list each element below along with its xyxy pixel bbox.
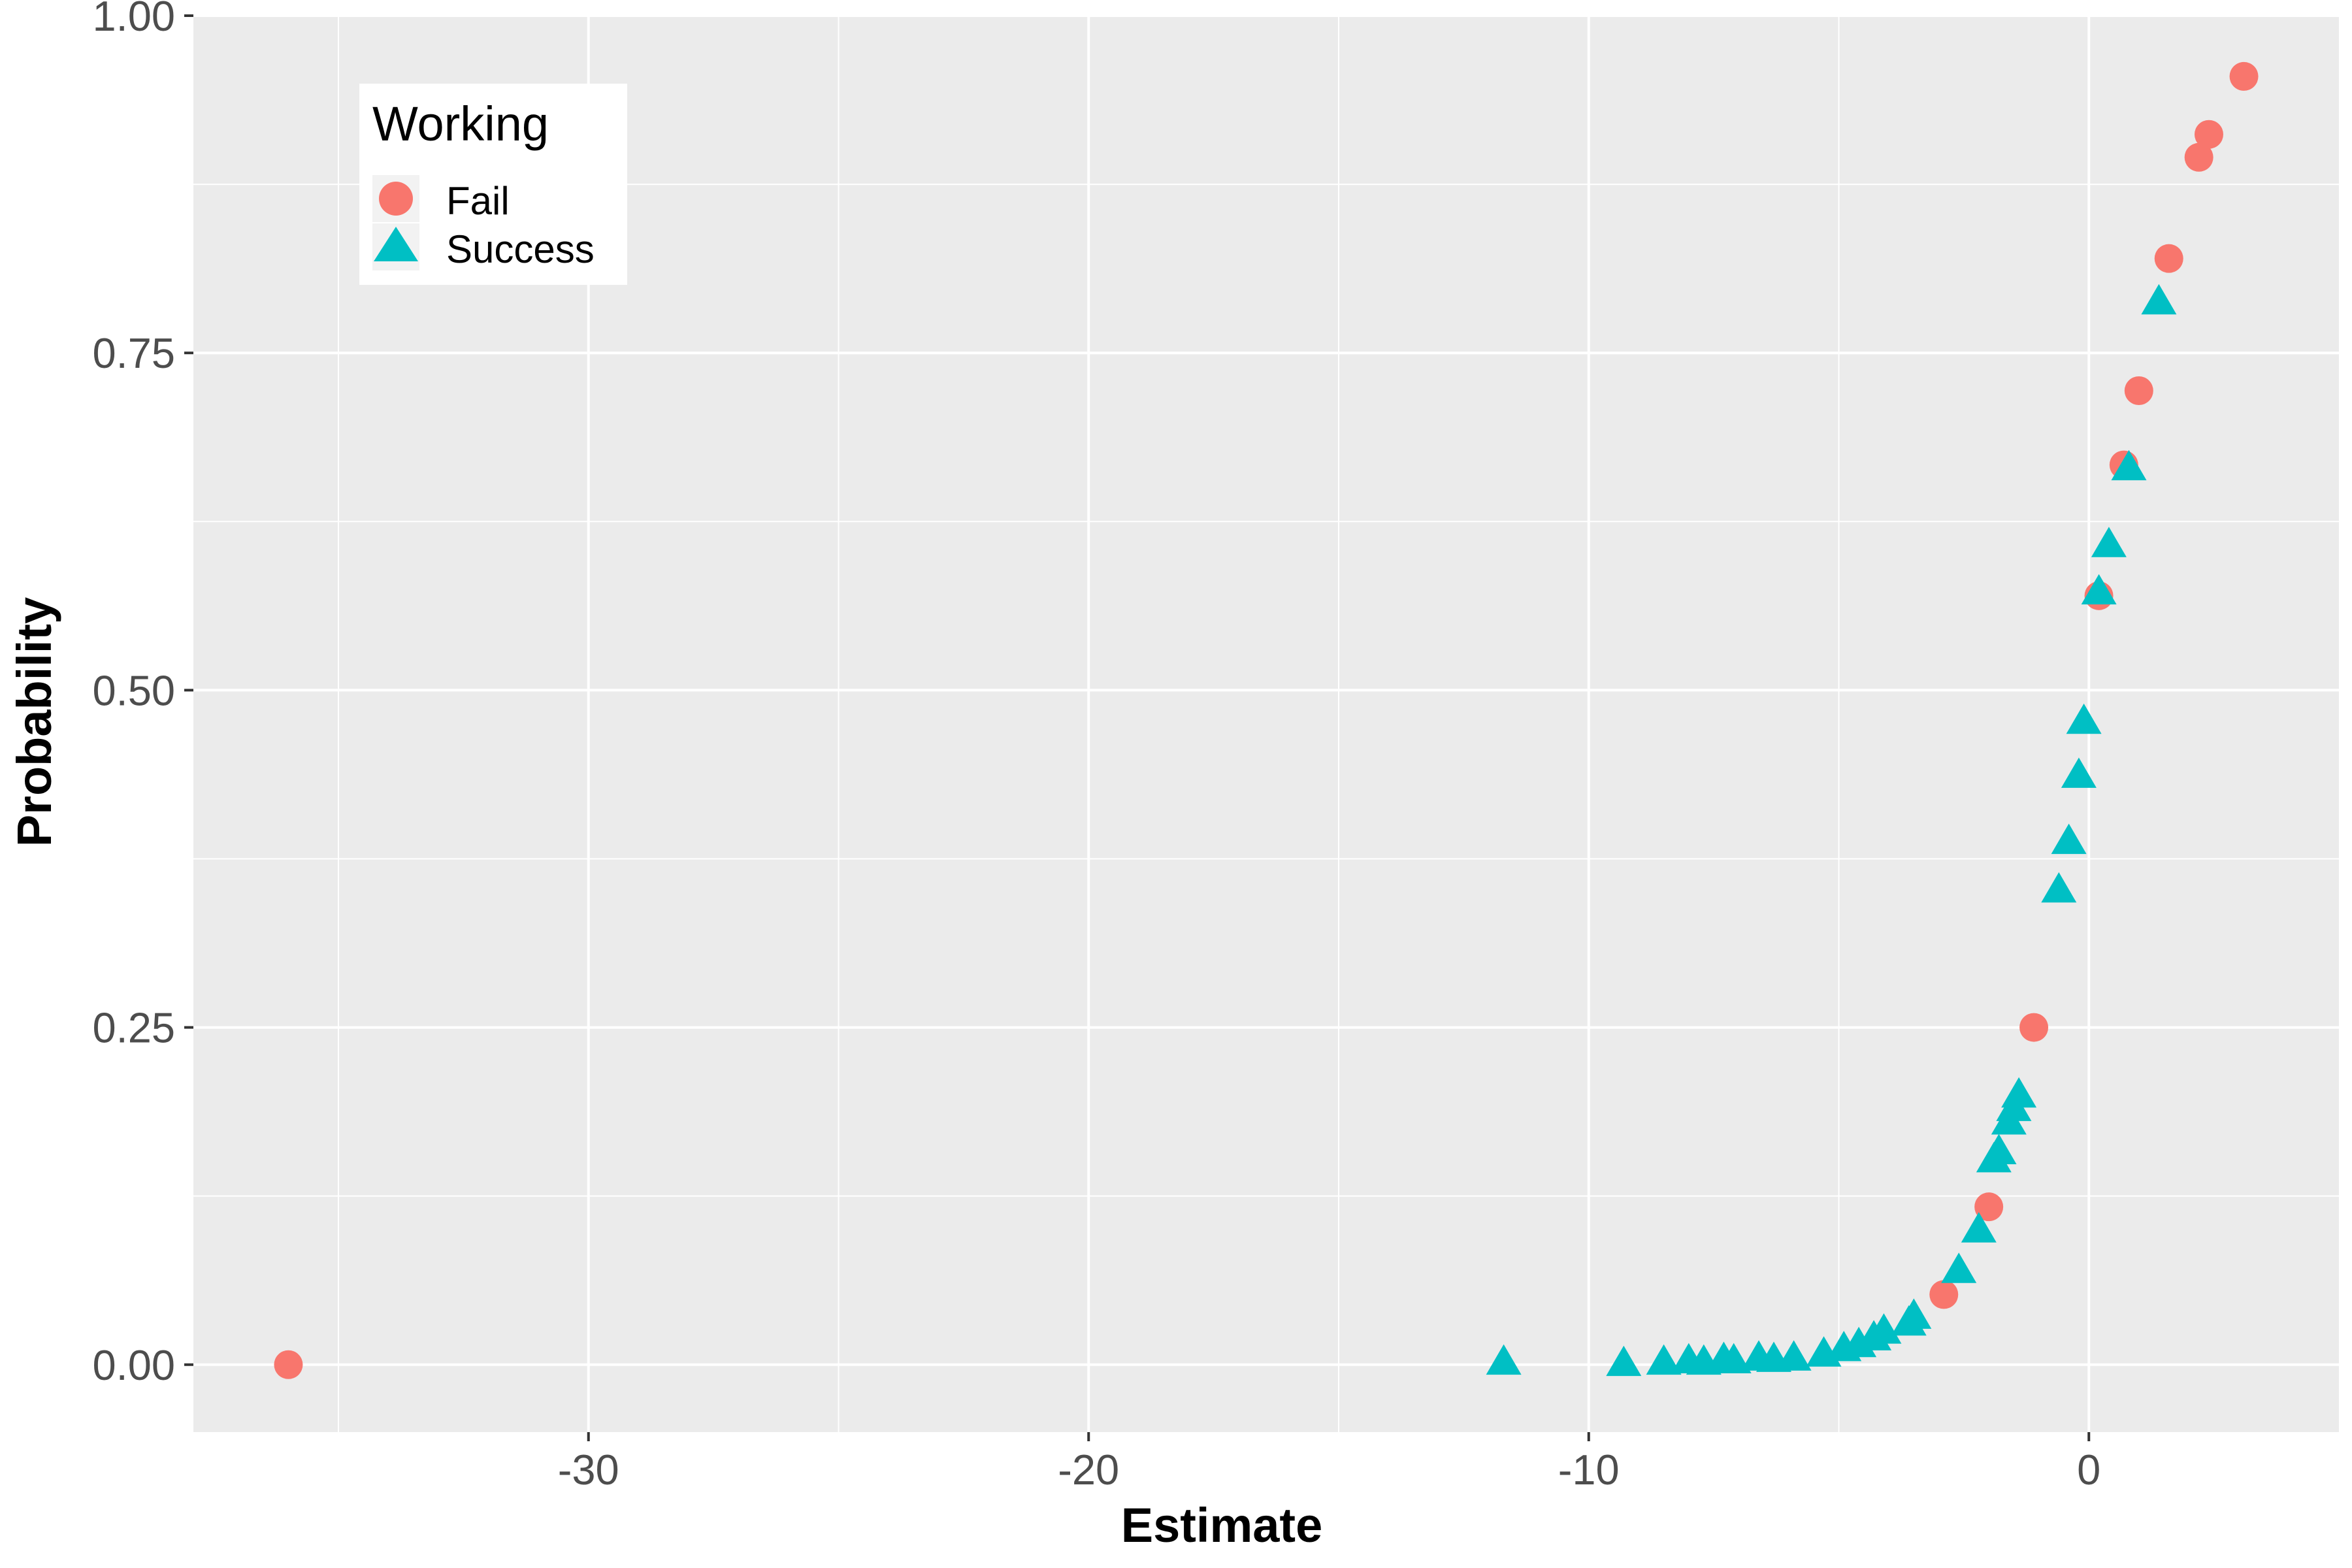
point-fail	[274, 1350, 303, 1379]
point-success	[2141, 284, 2177, 315]
data-points	[274, 61, 2259, 1379]
y-tick-label: 1.00	[92, 0, 175, 40]
point-success	[1981, 1134, 2017, 1164]
point-success	[1961, 1212, 1997, 1243]
legend-title: Working	[372, 97, 549, 151]
legend: Working Fail Success	[359, 84, 627, 285]
legend-label-success: Success	[446, 227, 595, 271]
legend-label-fail: Fail	[446, 179, 510, 223]
axis-ticks	[184, 14, 2091, 1441]
point-success	[2061, 757, 2097, 788]
point-success	[1941, 1252, 1977, 1283]
point-fail	[2154, 244, 2183, 273]
y-tick-labels: 0.00 0.25 0.50 0.75 1.00	[92, 0, 175, 1389]
legend-fail-circle-icon	[379, 182, 413, 216]
y-tick-label: 0.50	[92, 666, 175, 714]
point-success	[1776, 1340, 1812, 1371]
point-fail	[1929, 1280, 1959, 1309]
point-success	[2066, 703, 2102, 734]
point-success	[1716, 1343, 1752, 1373]
x-tick-label: -10	[1558, 1446, 1620, 1494]
y-tick-label: 0.00	[92, 1341, 175, 1389]
point-success	[1646, 1344, 1682, 1375]
point-fail	[2229, 61, 2259, 91]
point-fail	[1974, 1192, 2004, 1222]
point-success	[2081, 574, 2117, 605]
y-axis-title: Probability	[7, 597, 61, 847]
point-success	[1896, 1298, 1932, 1329]
x-tick-labels: -30 -20 -10 0	[558, 1446, 2101, 1494]
point-fail	[2124, 376, 2153, 406]
point-fail	[2194, 120, 2223, 149]
x-axis-title: Estimate	[1121, 1498, 1322, 1552]
x-tick-label: 0	[2077, 1446, 2100, 1494]
point-fail	[2019, 1013, 2049, 1042]
point-success	[2051, 823, 2087, 855]
x-tick-label: -30	[558, 1446, 619, 1494]
point-success	[2111, 449, 2147, 481]
point-success	[2041, 872, 2077, 903]
point-success	[1606, 1345, 1642, 1377]
point-fail	[2184, 142, 2213, 172]
y-tick-label: 0.25	[92, 1004, 175, 1052]
legend-success-triangle-icon	[374, 227, 418, 261]
x-tick-label: -20	[1058, 1446, 1119, 1494]
y-tick-label: 0.75	[92, 329, 175, 377]
point-success	[2001, 1077, 2037, 1108]
point-success	[1866, 1313, 1902, 1344]
point-success	[1486, 1344, 1522, 1375]
point-success	[2091, 527, 2127, 557]
